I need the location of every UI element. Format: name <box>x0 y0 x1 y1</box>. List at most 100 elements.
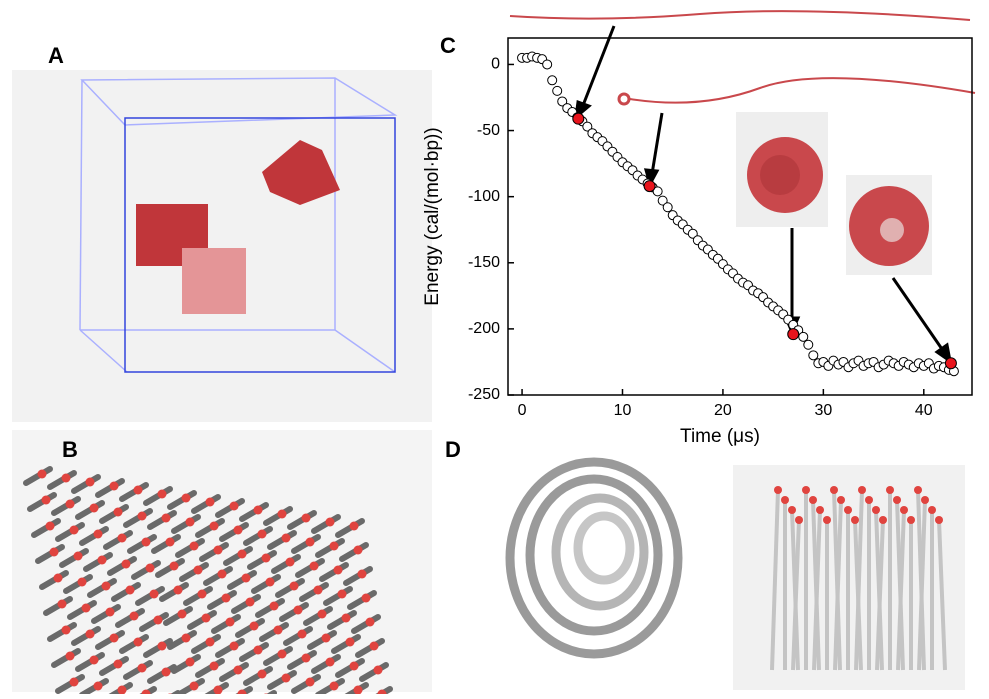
bead <box>89 503 99 513</box>
bead <box>277 509 287 519</box>
bead <box>45 521 55 531</box>
bead <box>872 506 880 514</box>
plot-frame <box>507 37 973 396</box>
bead <box>205 497 215 507</box>
bead <box>229 501 239 511</box>
bead <box>907 516 915 524</box>
bead <box>85 629 95 639</box>
bead <box>157 641 167 651</box>
strand <box>833 499 843 671</box>
bead <box>213 545 223 555</box>
bead <box>237 549 247 559</box>
bead <box>774 486 782 494</box>
point <box>582 121 593 132</box>
bead <box>101 581 111 591</box>
panel-a-bg <box>12 70 432 422</box>
strand <box>791 519 801 671</box>
bead <box>181 493 191 503</box>
point <box>542 59 553 70</box>
y-axis-label: Energy (cal/(mol·bp)) <box>422 127 443 305</box>
bead <box>361 593 371 603</box>
x-tick-label: 40 <box>915 402 933 419</box>
bead <box>37 469 47 479</box>
bead <box>189 681 199 691</box>
bead <box>257 669 267 679</box>
bead <box>369 641 379 651</box>
bead <box>85 477 95 487</box>
y-tick-label: -200 <box>468 320 500 337</box>
bead <box>900 506 908 514</box>
chart: 0 -50 -100 -150 -200 -250 0 10 20 30 40 Time (μs) En… <box>422 37 973 447</box>
bead <box>245 597 255 607</box>
point <box>572 112 585 125</box>
strand <box>917 499 927 671</box>
bead <box>105 607 115 617</box>
bead <box>161 667 171 677</box>
bead <box>809 496 817 504</box>
bead <box>145 563 155 573</box>
point <box>803 339 814 350</box>
bead <box>241 573 251 583</box>
bead <box>225 617 235 627</box>
strand <box>937 519 947 671</box>
bead <box>253 505 263 515</box>
rods <box>23 466 393 699</box>
bead <box>781 496 789 504</box>
bead <box>209 521 219 531</box>
bead <box>321 633 331 643</box>
bead <box>893 496 901 504</box>
bead <box>830 486 838 494</box>
bead <box>61 473 71 483</box>
bead <box>273 625 283 635</box>
bead <box>816 506 824 514</box>
bead <box>41 495 51 505</box>
bead <box>165 537 175 547</box>
bead <box>149 589 159 599</box>
bead <box>125 585 135 595</box>
point <box>662 202 673 213</box>
bead <box>113 659 123 669</box>
bead <box>345 637 355 647</box>
bead <box>153 615 163 625</box>
panel-label: D <box>445 437 461 462</box>
bead <box>823 516 831 524</box>
bead <box>253 645 263 655</box>
bead <box>77 577 87 587</box>
y-tick-label: -50 <box>477 122 500 139</box>
bead <box>265 577 275 587</box>
strand <box>896 509 906 671</box>
bead <box>325 657 335 667</box>
bead <box>177 609 187 619</box>
bead <box>233 525 243 535</box>
bead <box>277 649 287 659</box>
bead <box>935 516 943 524</box>
bead <box>189 541 199 551</box>
point <box>657 195 668 206</box>
arrows <box>573 25 953 365</box>
bead <box>81 603 91 613</box>
bead <box>137 663 147 673</box>
bead <box>173 585 183 595</box>
bead <box>333 565 343 575</box>
bead <box>221 593 231 603</box>
bead <box>73 551 83 561</box>
bead <box>61 625 71 635</box>
simulation-box <box>79 77 398 373</box>
strand <box>770 489 780 671</box>
bead <box>169 561 179 571</box>
bead <box>293 605 303 615</box>
strand <box>854 489 864 671</box>
bead <box>837 496 845 504</box>
bead <box>69 677 79 687</box>
point <box>798 331 809 342</box>
bead <box>137 511 147 521</box>
point <box>643 180 656 193</box>
bead <box>157 489 167 499</box>
x-tick-label: 0 <box>518 402 527 419</box>
point <box>557 96 568 107</box>
bead <box>269 601 279 611</box>
y-tick-label: -250 <box>468 386 500 403</box>
bead <box>117 533 127 543</box>
bead <box>161 513 171 523</box>
bead <box>213 685 223 695</box>
